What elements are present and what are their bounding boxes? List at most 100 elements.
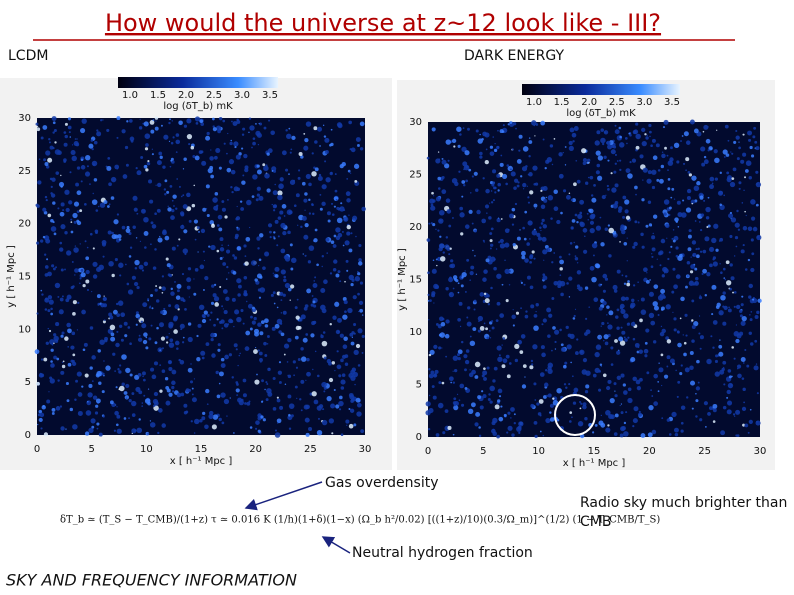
- speckle: [540, 222, 544, 225]
- speckle: [485, 148, 488, 151]
- speckle: [228, 353, 232, 357]
- speckle: [616, 308, 620, 312]
- speckle: [481, 390, 484, 393]
- speckle: [698, 296, 703, 300]
- speckle: [556, 418, 560, 422]
- speckle: [663, 374, 669, 379]
- speckle: [606, 386, 611, 391]
- y-tick-label: 10: [409, 327, 422, 338]
- speckle: [686, 188, 692, 194]
- speckle: [533, 382, 537, 386]
- speckle: [186, 206, 192, 212]
- speckle: [187, 367, 193, 373]
- speckle: [610, 363, 614, 366]
- speckle: [259, 331, 264, 336]
- speckle: [697, 381, 700, 384]
- speckle: [492, 136, 495, 138]
- speckle: [482, 177, 485, 180]
- speckle: [540, 189, 543, 192]
- speckle: [222, 262, 227, 266]
- speckle: [278, 183, 284, 190]
- speckle: [427, 427, 431, 431]
- speckle: [58, 181, 65, 188]
- speckle: [252, 174, 258, 180]
- speckle: [121, 225, 126, 230]
- speckle: [695, 399, 699, 403]
- speckle: [633, 241, 638, 247]
- speckle: [269, 236, 272, 239]
- speckle: [332, 244, 337, 248]
- speckle: [297, 358, 301, 362]
- speckle: [249, 327, 253, 331]
- speckle: [741, 406, 747, 411]
- speckle: [640, 297, 645, 302]
- speckle: [135, 313, 140, 319]
- speckle: [650, 389, 652, 392]
- speckle: [467, 127, 470, 131]
- speckle: [619, 168, 622, 171]
- speckle: [159, 389, 163, 393]
- speckle: [477, 315, 484, 322]
- colorbar-tick-label: 1.0: [122, 90, 138, 101]
- speckle: [36, 125, 39, 128]
- speckle: [616, 160, 619, 162]
- x-tick-label: 0: [425, 446, 431, 457]
- speckle: [504, 259, 506, 261]
- speckle: [91, 425, 95, 429]
- speckle: [541, 323, 544, 326]
- speckle: [581, 148, 587, 154]
- speckle: [305, 379, 307, 382]
- speckle: [524, 376, 526, 378]
- speckle: [205, 342, 210, 346]
- speckle: [199, 419, 203, 423]
- speckle: [317, 176, 323, 181]
- speckle: [287, 374, 289, 376]
- speckle: [123, 417, 127, 420]
- speckle: [430, 222, 433, 225]
- speckle: [154, 212, 157, 216]
- speckle: [493, 366, 498, 371]
- speckle: [453, 405, 459, 411]
- speckle: [353, 323, 357, 327]
- speckle: [624, 199, 630, 205]
- speckle: [632, 425, 635, 428]
- speckle: [714, 359, 718, 364]
- speckle: [634, 220, 638, 224]
- speckle: [541, 218, 545, 222]
- speckle: [582, 158, 588, 163]
- speckle: [507, 411, 511, 415]
- speckle: [430, 370, 435, 375]
- speckle: [320, 334, 324, 339]
- speckle: [346, 231, 351, 236]
- speckle: [222, 308, 224, 310]
- speckle: [676, 330, 680, 333]
- speckle: [562, 189, 567, 193]
- speckle: [248, 131, 250, 134]
- speckle: [186, 192, 191, 198]
- y-tick-label: 25: [18, 166, 31, 177]
- speckle: [576, 287, 579, 290]
- speckle: [202, 250, 205, 253]
- speckle: [624, 338, 628, 342]
- speckle: [722, 321, 727, 326]
- speckle: [665, 223, 670, 229]
- speckle: [635, 122, 639, 126]
- speckle: [168, 342, 175, 348]
- speckle: [178, 120, 183, 126]
- speckle: [661, 417, 664, 420]
- speckle: [699, 335, 704, 340]
- speckle: [734, 235, 739, 240]
- speckle: [748, 175, 752, 180]
- speckle: [106, 205, 110, 208]
- speckle: [689, 365, 694, 370]
- speckle: [687, 234, 692, 239]
- speckle: [493, 266, 497, 271]
- speckle: [252, 141, 256, 146]
- speckle: [709, 176, 715, 182]
- speckle: [314, 350, 317, 353]
- speckle: [616, 350, 621, 355]
- speckle: [669, 157, 674, 162]
- speckle: [235, 348, 238, 351]
- speckle: [297, 176, 301, 180]
- speckle: [441, 347, 443, 349]
